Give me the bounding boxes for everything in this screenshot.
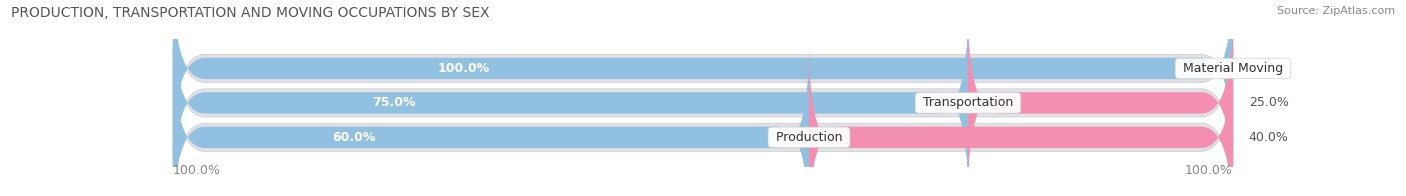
Text: Production: Production — [772, 131, 846, 144]
Text: 100.0%: 100.0% — [173, 163, 221, 177]
Text: PRODUCTION, TRANSPORTATION AND MOVING OCCUPATIONS BY SEX: PRODUCTION, TRANSPORTATION AND MOVING OC… — [11, 6, 489, 20]
FancyBboxPatch shape — [173, 48, 1233, 196]
FancyBboxPatch shape — [173, 45, 808, 196]
FancyBboxPatch shape — [173, 10, 967, 196]
Text: 0.0%: 0.0% — [1249, 62, 1281, 75]
Text: Source: ZipAtlas.com: Source: ZipAtlas.com — [1277, 6, 1395, 16]
Text: 40.0%: 40.0% — [1249, 131, 1289, 144]
FancyBboxPatch shape — [967, 10, 1233, 196]
Text: 60.0%: 60.0% — [332, 131, 375, 144]
Text: Material Moving: Material Moving — [1178, 62, 1286, 75]
Text: 75.0%: 75.0% — [371, 96, 415, 109]
Text: 25.0%: 25.0% — [1249, 96, 1289, 109]
Text: Transportation: Transportation — [920, 96, 1017, 109]
FancyBboxPatch shape — [173, 14, 1233, 192]
FancyBboxPatch shape — [808, 45, 1233, 196]
FancyBboxPatch shape — [173, 0, 1233, 161]
FancyBboxPatch shape — [173, 0, 1233, 158]
Text: 100.0%: 100.0% — [439, 62, 491, 75]
Text: 100.0%: 100.0% — [1185, 163, 1233, 177]
